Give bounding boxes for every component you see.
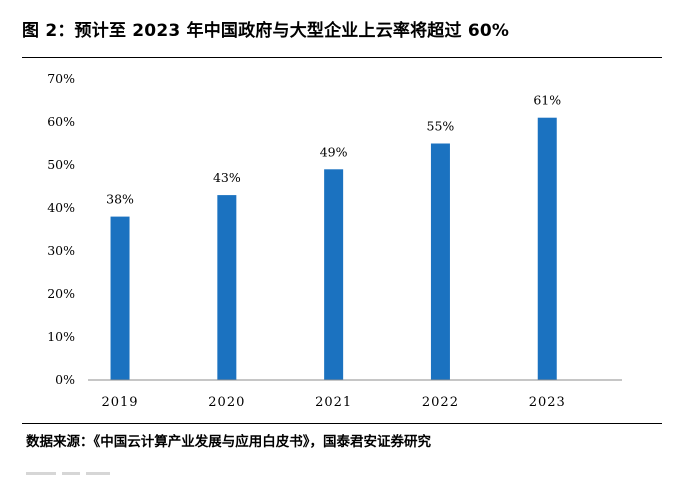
bar-series (110, 117, 557, 380)
y-tick-label: 70% (47, 71, 75, 86)
data-label-2020: 43% (213, 170, 241, 185)
data-labels: 38% 43% 49% 55% 61% (106, 93, 561, 207)
x-tick-label-2019: 2019 (101, 395, 138, 410)
bar-2022 (430, 143, 450, 380)
data-label-2021: 49% (320, 144, 348, 159)
y-tick-label: 50% (47, 157, 75, 172)
y-tick-label: 10% (47, 329, 75, 344)
y-tick-label: 0% (55, 372, 75, 387)
x-tick-label-2022: 2022 (422, 395, 459, 410)
data-label-2023: 61% (533, 93, 561, 108)
bottom-rule (22, 423, 662, 424)
bar-2019 (110, 216, 130, 380)
y-tick-label: 20% (47, 286, 75, 301)
y-tick-label: 40% (47, 200, 75, 215)
bar-2020 (217, 195, 237, 380)
source-note: 数据来源：《中国云计算产业发展与应用白皮书》，国泰君安证券研究 (26, 434, 431, 450)
cropped-text-fragment (26, 472, 156, 478)
top-rule (22, 57, 662, 58)
data-label-2019: 38% (106, 192, 134, 207)
data-label-2022: 55% (427, 119, 455, 134)
x-tick-label-2023: 2023 (529, 395, 566, 410)
x-axis: 2019 2020 2021 2022 2023 (101, 395, 566, 410)
figure-title: 图 2：预计至 2023 年中国政府与大型企业上云率将超过 60% (22, 21, 510, 41)
y-tick-label: 60% (47, 114, 75, 129)
y-axis: 0% 10% 20% 30% 40% 50% 60% 70% (47, 71, 75, 387)
bar-2023 (537, 117, 557, 380)
x-tick-label-2020: 2020 (208, 395, 245, 410)
bar-2021 (324, 169, 344, 380)
y-tick-label: 30% (47, 243, 75, 258)
x-tick-label-2021: 2021 (315, 395, 352, 410)
